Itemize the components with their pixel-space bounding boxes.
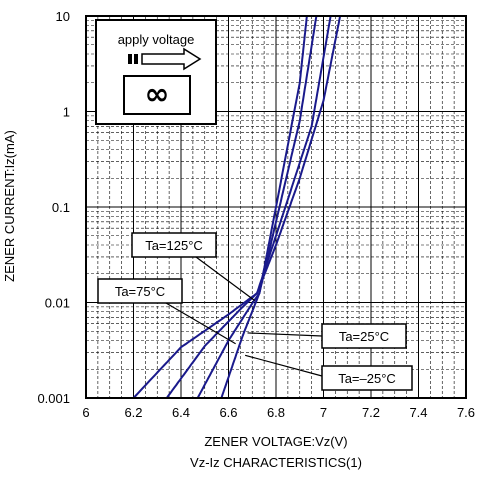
annotation-ta-125c: Ta=125°C (131, 232, 255, 301)
x-tick-label: 7.2 (362, 405, 380, 420)
svg-text:Ta=–25°C: Ta=–25°C (338, 371, 396, 386)
inset-label: apply voltage (118, 32, 195, 47)
y-tick-label: 0.1 (52, 200, 70, 215)
series-curve (220, 15, 308, 399)
y-tick-label: 1 (63, 105, 70, 120)
plot-frame (85, 15, 467, 399)
inset-box: apply voltage ∞ (95, 19, 217, 125)
series-curves (132, 15, 342, 399)
series-curve (165, 15, 332, 399)
x-tick-label: 6.2 (124, 405, 142, 420)
y-tick-label: 0.01 (45, 296, 70, 311)
x-tick-label: 6 (82, 405, 89, 420)
x-tick-label: 6.8 (267, 405, 285, 420)
svg-text:Ta=125°C: Ta=125°C (145, 238, 203, 253)
y-tick-labels: 0.001 0.01 0.1 1 10 (37, 9, 70, 406)
svg-text:Ta=25°C: Ta=25°C (339, 329, 389, 344)
y-axis-label: ZENER CURRENT:Iz(mA) (2, 130, 17, 282)
annotation-ta-75c: Ta=75°C (97, 278, 236, 345)
x-tick-label: 7.6 (457, 405, 475, 420)
y-tick-label: 10 (56, 9, 70, 24)
infinity-icon: ∞ (145, 77, 170, 112)
x-tick-label: 7.4 (409, 405, 427, 420)
infinity-box (123, 75, 191, 115)
arrow-icon (128, 47, 202, 71)
y-tick-label: 0.001 (37, 391, 70, 406)
x-tick-label: 7 (320, 405, 327, 420)
annotation-ta-minus25c: Ta=–25°C (244, 354, 413, 391)
svg-text:Ta=75°C: Ta=75°C (115, 284, 165, 299)
x-axis-label: ZENER VOLTAGE:Vz(V) (204, 434, 347, 449)
x-tick-labels: 6 6.2 6.4 6.6 6.8 7 7.2 7.4 7.6 (82, 405, 475, 420)
grid (85, 16, 467, 399)
x-tick-label: 6.6 (219, 405, 237, 420)
annotation-ta-25c: Ta=25°C (247, 323, 407, 349)
chart-caption: Vz-Iz CHARACTERISTICS(1) (190, 455, 362, 470)
series-curve (132, 15, 342, 399)
x-tick-label: 6.4 (172, 405, 190, 420)
